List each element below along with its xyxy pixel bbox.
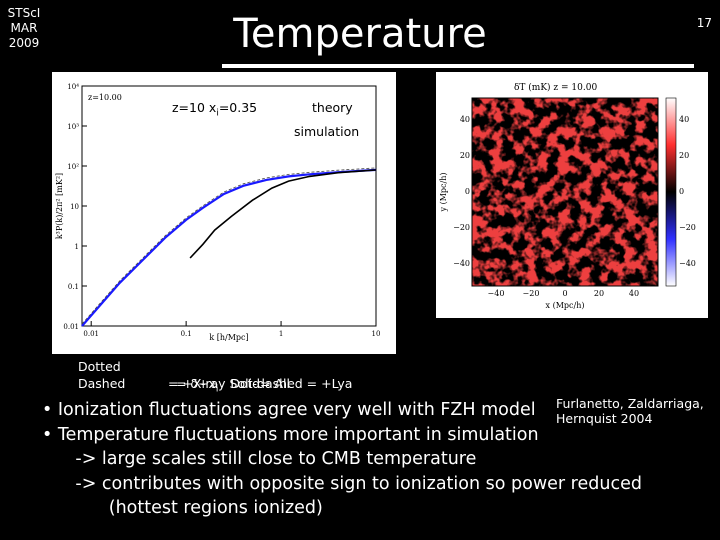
map-y-tick: 0 — [465, 187, 470, 196]
key-row-1-sub: i — [215, 384, 219, 395]
bullet-item: • Ionization fluctuations agree very wel… — [42, 400, 536, 420]
map-x-tick: 20 — [594, 289, 604, 298]
map-x-label: x (Mpc/h) — [546, 301, 585, 310]
y-axis-label: k³P(k)/2π² [mK²] — [55, 173, 64, 239]
key-dotted: Dotted — [78, 359, 121, 374]
y-tick-label: 10² — [67, 163, 79, 171]
map-y-tick: −20 — [453, 223, 470, 232]
map-y-tick: 20 — [460, 151, 470, 160]
map-x-ticks: −40 −20 0 20 40 — [488, 289, 640, 298]
legend-theory: theory — [312, 100, 353, 115]
param-subscript: i — [216, 108, 219, 119]
bullet-item: -> contributes with opposite sign to ion… — [42, 473, 642, 494]
temperature-map-svg: δT (mK) z = 10.00 40 20 0 −20 −40 40 20 … — [439, 82, 696, 310]
temperature-map: δT (mK) z = 10.00 40 20 0 −20 −40 40 20 … — [436, 72, 708, 318]
bullet-list: • Ionization fluctuations agree very wel… — [42, 398, 642, 521]
dashed-curve — [81, 167, 377, 325]
key-row-1-text: = δ+x — [175, 376, 216, 391]
plot-curves — [81, 167, 377, 327]
y-tick-label: 10³ — [67, 123, 79, 131]
citation: Furlanetto, Zaldarriaga, Hernquist 2004 — [556, 396, 704, 426]
simulation-curve — [189, 169, 377, 259]
colorbar-tick: 40 — [679, 115, 689, 124]
y-tick-label: 10 — [70, 203, 79, 211]
key-row-2: = +X-ray Solid= All — [168, 376, 290, 391]
map-title: δT (mK) z = 10.00 — [514, 82, 597, 93]
slide-title: Temperature — [233, 11, 487, 57]
map-y-label: y (Mpc/h) — [439, 173, 448, 213]
bullet-item: (hottest regions ionized) — [42, 498, 323, 518]
y-tick-label: 0.01 — [63, 323, 79, 331]
map-x-tick: −40 — [488, 289, 505, 298]
plot-frame — [81, 85, 377, 327]
colorbar-tick: 0 — [679, 187, 684, 196]
power-spectrum-plot: z=10.00 10⁴ 10³ 10² 10 1 0.1 0.01 0.01 0.1 1 10 k… — [52, 72, 396, 354]
legend-simulation: simulation — [294, 124, 360, 139]
y-tick-label: 1 — [75, 243, 79, 251]
key-row-1-rest: Dot-dashed = +Lya — [218, 376, 353, 391]
colorbar-tick: 20 — [679, 151, 689, 160]
map-frame — [471, 97, 659, 287]
corner-note: STScI MAR 2009 — [7, 6, 41, 50]
title-underline — [222, 64, 694, 68]
param-value: =0.35 — [218, 100, 258, 115]
map-y-tick: 40 — [460, 115, 470, 124]
map-x-tick: 40 — [629, 289, 639, 298]
y-ticks: 10⁴ 10³ 10² 10 1 0.1 0.01 — [63, 83, 87, 331]
bullet-item: • Temperature fluctuations more importan… — [42, 424, 539, 445]
slide-number: 17 — [696, 16, 712, 30]
citation-line: Hernquist 2004 — [556, 411, 653, 426]
x-tick-label: 0.1 — [181, 330, 192, 338]
map-y-ticks: 40 20 0 −20 −40 — [453, 115, 470, 268]
x-axis-label: k [h/Mpc] — [209, 333, 248, 342]
map-x-tick: 0 — [562, 289, 567, 298]
x-tick-label: 0.01 — [83, 330, 99, 338]
map-x-tick: −20 — [523, 289, 540, 298]
x-tick-label: 10 — [372, 330, 381, 338]
theory-curve — [81, 168, 377, 327]
map-y-tick: −40 — [453, 259, 470, 268]
x-tick-label: 1 — [279, 330, 283, 338]
power-spectrum-svg: z=10.00 10⁴ 10³ 10² 10 1 0.1 0.01 0.01 0.1 1 10 k… — [55, 83, 380, 342]
key-row-1: = δ+xi Dot-dashed = +Lya — [168, 358, 353, 399]
map-texture — [472, 98, 658, 286]
y-tick-label: 0.1 — [68, 283, 79, 291]
key-dashed: Dashed — [78, 376, 126, 391]
colorbar-tick: −20 — [679, 223, 696, 232]
param-annotation: z=10 xi=0.35 — [172, 100, 257, 119]
param-text: z=10 x — [172, 100, 217, 115]
redshift-label: z=10.00 — [88, 93, 122, 102]
y-tick-label: 10⁴ — [67, 83, 79, 91]
colorbar — [665, 97, 677, 287]
colorbar-ticks: 40 20 0 −20 −40 — [679, 115, 696, 268]
x-ticks: 0.01 0.1 1 10 — [83, 321, 380, 338]
citation-line: Furlanetto, Zaldarriaga, — [556, 396, 704, 411]
colorbar-tick: −40 — [679, 259, 696, 268]
bullet-item: -> large scales still close to CMB tempe… — [42, 449, 477, 469]
